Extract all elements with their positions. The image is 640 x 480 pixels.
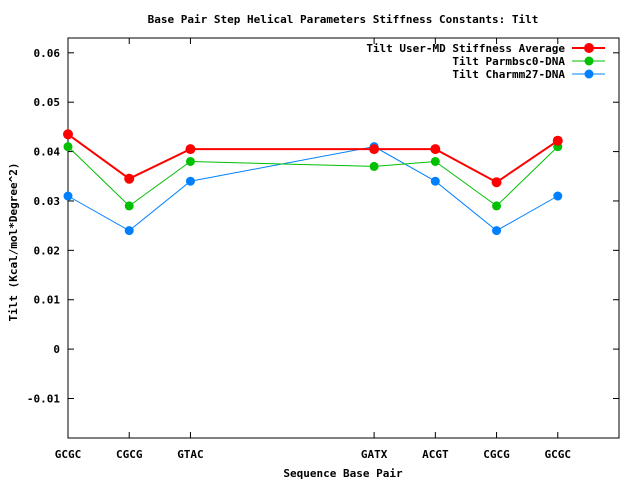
x-ticks: GCGC CGCG GTAC GATX ACGT CGCG GCGC <box>55 38 571 461</box>
y-tick-label: 0 <box>53 343 60 356</box>
y-axis-label: Tilt (Kcal/mol*Degree^2) <box>7 163 20 322</box>
y-tick-label: 0.01 <box>34 294 61 307</box>
data-point <box>430 156 440 166</box>
data-point <box>124 201 134 211</box>
x-tick-label: GTAC <box>177 448 204 461</box>
series-2 <box>63 142 563 211</box>
data-point <box>63 142 73 152</box>
legend-label: Tilt User-MD Stiffness Average <box>366 42 565 55</box>
data-point <box>124 173 135 184</box>
y-ticks: -0.01 0 0.01 0.02 0.03 0.04 0.05 0.06 <box>27 47 619 405</box>
y-tick-label: 0.03 <box>34 195 61 208</box>
data-point <box>185 144 196 155</box>
x-tick-label: CGCG <box>116 448 143 461</box>
data-point <box>124 226 134 236</box>
data-point <box>185 176 195 186</box>
data-point <box>185 156 195 166</box>
series-line <box>67 146 559 232</box>
chart-title: Base Pair Step Helical Parameters Stiffn… <box>148 13 539 26</box>
data-point <box>491 177 502 188</box>
data-point <box>369 144 380 155</box>
plot-frame <box>67 37 620 439</box>
y-axis-label-group: Tilt (Kcal/mol*Degree^2) <box>7 163 20 322</box>
series-3 <box>63 142 563 236</box>
series-1 <box>63 129 563 188</box>
data-point <box>63 191 73 201</box>
data-point <box>63 129 73 140</box>
x-axis-label: Sequence Base Pair <box>283 467 403 480</box>
legend-marker <box>584 56 594 66</box>
y-tick-label: 0.02 <box>34 244 61 257</box>
x-tick-label: GCGC <box>545 448 572 461</box>
x-tick-label: ACGT <box>422 448 449 461</box>
data-point <box>553 191 563 201</box>
legend-marker <box>584 43 594 53</box>
y-tick-label: 0.05 <box>34 96 61 109</box>
y-tick-label: 0.04 <box>34 146 61 159</box>
y-tick-label: -0.01 <box>27 392 60 405</box>
legend-label: Tilt Parmbsc0-DNA <box>452 55 565 68</box>
data-point <box>492 201 502 211</box>
data-point <box>492 226 502 236</box>
legend-marker <box>584 69 594 79</box>
data-point <box>430 144 441 155</box>
x-tick-label: GATX <box>361 448 388 461</box>
data-point <box>552 135 563 146</box>
data-point <box>369 161 379 171</box>
series-layer <box>63 129 563 236</box>
data-point <box>430 176 440 186</box>
x-tick-label: GCGC <box>55 448 82 461</box>
legend-label: Tilt Charmm27-DNA <box>452 68 565 81</box>
y-tick-label: 0.06 <box>34 47 61 60</box>
x-tick-label: CGCG <box>483 448 510 461</box>
